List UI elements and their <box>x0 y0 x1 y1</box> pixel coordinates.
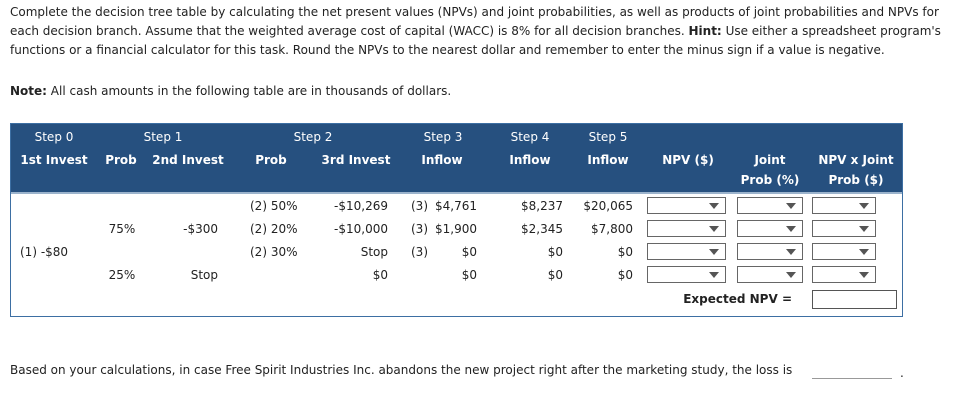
answer-dropdown[interactable] <box>647 266 726 283</box>
cell: (3) <box>411 222 428 236</box>
cell: -$10,000 <box>334 222 388 236</box>
answer-dropdown[interactable] <box>812 197 876 214</box>
table-header: Step 0 Step 1 Step 2 Step 3 Step 4 Step 5 1st … <box>11 124 902 194</box>
cell: $0 <box>461 245 477 259</box>
cell: 75% <box>108 222 136 236</box>
cell: $0 <box>547 245 563 259</box>
answer-dropdown[interactable] <box>647 220 726 237</box>
step-header: Step 3 <box>423 130 463 144</box>
intro-text: Complete the decision tree table by calc… <box>10 5 939 38</box>
column-header: Inflow <box>509 153 551 167</box>
period: . <box>900 366 904 380</box>
cell: $7,800 <box>591 222 633 236</box>
cell: -$10,269 <box>334 199 388 213</box>
answer-dropdown[interactable] <box>737 197 803 214</box>
column-header: 2nd Invest <box>152 153 224 167</box>
step-header: Step 5 <box>588 130 628 144</box>
column-header: NPV ($) <box>662 153 714 167</box>
hint-label: Hint: <box>688 24 722 38</box>
cell: $20,065 <box>583 199 633 213</box>
column-header: Inflow <box>587 153 629 167</box>
note: Note: All cash amounts in the following … <box>10 82 960 101</box>
answer-dropdown[interactable] <box>737 220 803 237</box>
cell: (2) 20% <box>250 222 298 236</box>
expected-npv-input[interactable] <box>812 290 897 309</box>
column-header: Prob <box>105 153 137 167</box>
column-header: Prob <box>255 153 287 167</box>
cell: $8,237 <box>521 199 563 213</box>
intro: Complete the decision tree table by calc… <box>10 3 960 60</box>
column-header: Inflow <box>421 153 463 167</box>
answer-dropdown[interactable] <box>812 243 876 260</box>
cell: -$300 <box>183 222 218 236</box>
column-header: 1st Invest <box>20 153 88 167</box>
step-header: Step 2 <box>293 130 333 144</box>
answer-dropdown[interactable] <box>812 266 876 283</box>
cell: $2,345 <box>521 222 563 236</box>
cell: $0 <box>617 268 633 282</box>
cell: $0 <box>461 268 477 282</box>
answer-blank[interactable] <box>812 378 892 379</box>
cell: (3) <box>411 199 428 213</box>
cell: 25% <box>108 268 136 282</box>
answer-dropdown[interactable] <box>647 197 726 214</box>
intro-text: Use either a spreadsheet program's funct… <box>10 24 941 57</box>
cell: $0 <box>547 268 563 282</box>
answer-dropdown[interactable] <box>737 243 803 260</box>
answer-dropdown[interactable] <box>647 243 726 260</box>
cell: (2) 50% <box>250 199 298 213</box>
cell: $0 <box>617 245 633 259</box>
cell: Stop <box>190 268 218 282</box>
step-header: Step 1 <box>143 130 183 144</box>
cell: Stop <box>360 245 388 259</box>
cell: $0 <box>372 268 388 282</box>
answer-dropdown[interactable] <box>737 266 803 283</box>
cell: $4,761 <box>435 199 477 213</box>
note-label: Note: <box>10 84 47 98</box>
step-header: Step 4 <box>510 130 550 144</box>
column-header: 3rd Invest <box>321 153 391 167</box>
answer-dropdown[interactable] <box>812 220 876 237</box>
cell: (3) <box>411 245 428 259</box>
cell: $1,900 <box>435 222 477 236</box>
decision-table: Step 0 Step 1 Step 2 Step 3 Step 4 Step 5 1st … <box>10 123 903 317</box>
expected-npv-label: Expected NPV = <box>683 292 792 306</box>
note-text: All cash amounts in the following table … <box>50 84 452 98</box>
cell: (1) -$80 <box>20 245 69 259</box>
question: Based on your calculations, in case Free… <box>10 363 793 377</box>
step-header: Step 0 <box>34 130 74 144</box>
column-header: Joint Prob (%) <box>740 153 800 187</box>
cell: (2) 30% <box>250 245 298 259</box>
column-header: NPV x Joint Prob ($) <box>818 153 894 187</box>
